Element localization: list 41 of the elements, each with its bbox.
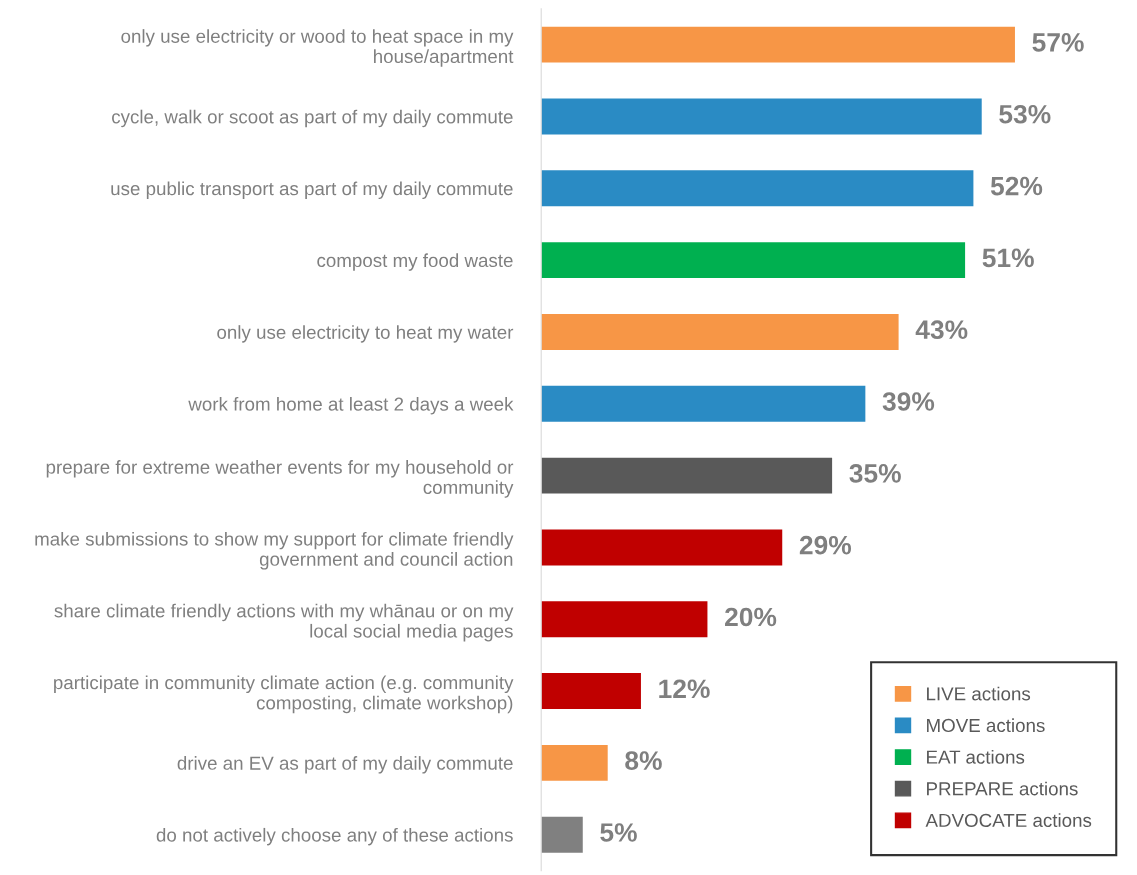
- data-label: 57%: [1032, 33, 1084, 52]
- y-tick-label: share climate friendly actions with my whānau or on my local social media pages: [54, 603, 514, 642]
- data-label: 39%: [882, 392, 935, 411]
- bar: [541, 673, 641, 710]
- legend-label: PREPARE actions: [927, 781, 1078, 796]
- y-tick-label: do not actively choose any of these actions: [156, 827, 513, 846]
- bar: [541, 385, 866, 422]
- y-tick-label: only use electricity or wood to heat space in my house/apartment: [121, 29, 514, 67]
- data-label: 29%: [799, 535, 852, 555]
- bar: [541, 529, 783, 566]
- y-tick-label: compost my food waste: [317, 253, 513, 271]
- data-label: 5%: [600, 823, 637, 842]
- bar: [541, 242, 966, 279]
- data-label: 35%: [849, 464, 901, 483]
- data-label: 43%: [915, 320, 968, 340]
- legend-label: LIVE actions: [927, 686, 1031, 701]
- bar: [541, 601, 708, 638]
- data-label: 20%: [725, 607, 777, 627]
- y-tick-label: work from home at least 2 days a week: [188, 396, 514, 415]
- y-tick-label: only use electricity to heat my water: [217, 325, 514, 343]
- data-label: 52%: [990, 176, 1043, 196]
- bar: [541, 98, 982, 135]
- y-tick-label: make submissions to show my support for climate friendly government and council action: [35, 531, 514, 570]
- bar: [541, 816, 583, 853]
- bar: [541, 170, 974, 207]
- data-label: 12%: [659, 679, 710, 699]
- y-tick-label: prepare for extreme weather events for my household or community: [46, 460, 514, 498]
- data-label: 51%: [982, 248, 1034, 268]
- y-tick-label: cycle, walk or scoot as part of my daily commute: [112, 109, 513, 128]
- bar: [541, 744, 608, 781]
- legend-label: MOVE actions: [927, 718, 1045, 733]
- y-tick-label: use public transport as part of my daily commute: [111, 181, 513, 199]
- data-label: 8%: [625, 751, 662, 770]
- legend-label: ADVOCATE actions: [925, 813, 1092, 828]
- bar: [541, 26, 1015, 63]
- bar: [541, 457, 833, 494]
- bar: [541, 314, 899, 350]
- y-tick-label: drive an EV as part of my daily commute: [177, 756, 513, 774]
- y-tick-label: participate in community climate action (e.g. community composting, climate workshop): [54, 675, 514, 714]
- legend-label: EAT actions: [927, 749, 1025, 764]
- data-label: 53%: [999, 104, 1051, 124]
